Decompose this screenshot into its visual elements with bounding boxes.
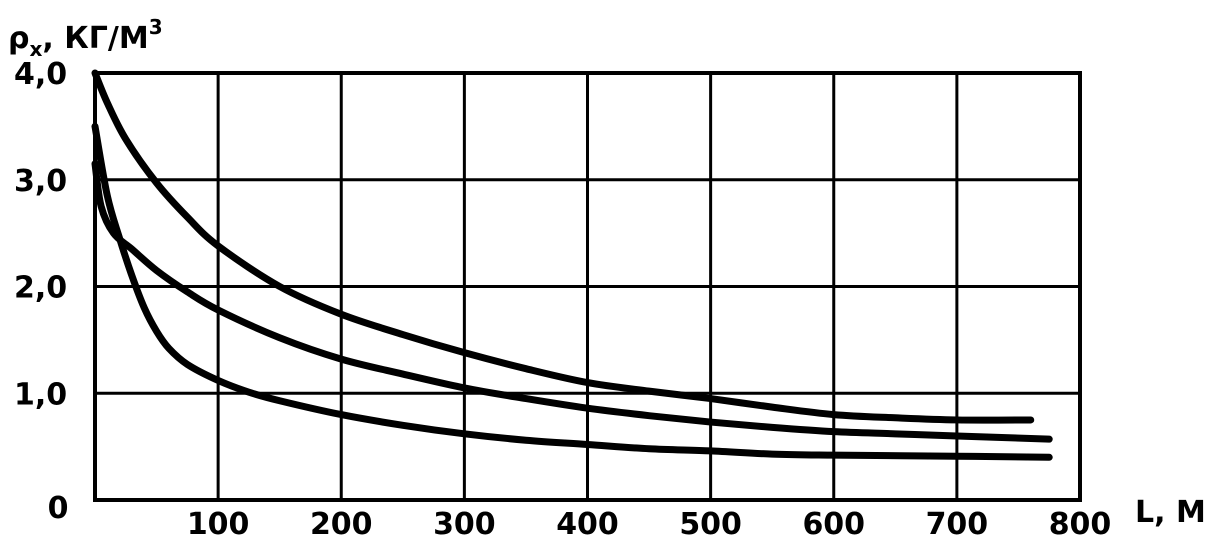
y-axis-title-exp: 3 <box>149 15 163 39</box>
y-axis-title-main: ρ <box>8 21 29 56</box>
series-line-1 <box>91 69 1035 424</box>
y-axis-title-sub: х <box>29 37 42 61</box>
y-tick-label: 4,0 <box>14 57 67 92</box>
x-tick-label: 300 <box>433 507 496 542</box>
x-tick-label: 400 <box>556 507 619 542</box>
x-tick-label: 800 <box>1049 507 1112 542</box>
y-tick-label: 1,0 <box>14 377 67 412</box>
x-tick-label: 0 <box>48 491 69 526</box>
series-line-2 <box>91 160 1053 443</box>
x-tick-label: 500 <box>679 507 742 542</box>
x-tick-labels: 0 100 200 300 400 500 600 700 800 <box>48 491 1112 542</box>
series-group <box>91 69 1053 461</box>
y-axis-title: ρх, КГ/М3 <box>8 15 163 61</box>
plot-frame <box>93 71 1082 502</box>
y-tick-labels: 1,0 2,0 3,0 4,0 <box>14 57 67 412</box>
x-tick-label: 100 <box>187 507 250 542</box>
x-tick-label: 700 <box>926 507 989 542</box>
x-tick-label: 600 <box>802 507 865 542</box>
series-line-3 <box>91 122 1053 461</box>
y-axis-title-unit: , КГ/М <box>42 21 148 56</box>
y-tick-label: 3,0 <box>14 164 67 199</box>
y-tick-label: 2,0 <box>14 271 67 306</box>
x-tick-label: 200 <box>310 507 373 542</box>
x-axis-title: L, М <box>1135 495 1206 530</box>
